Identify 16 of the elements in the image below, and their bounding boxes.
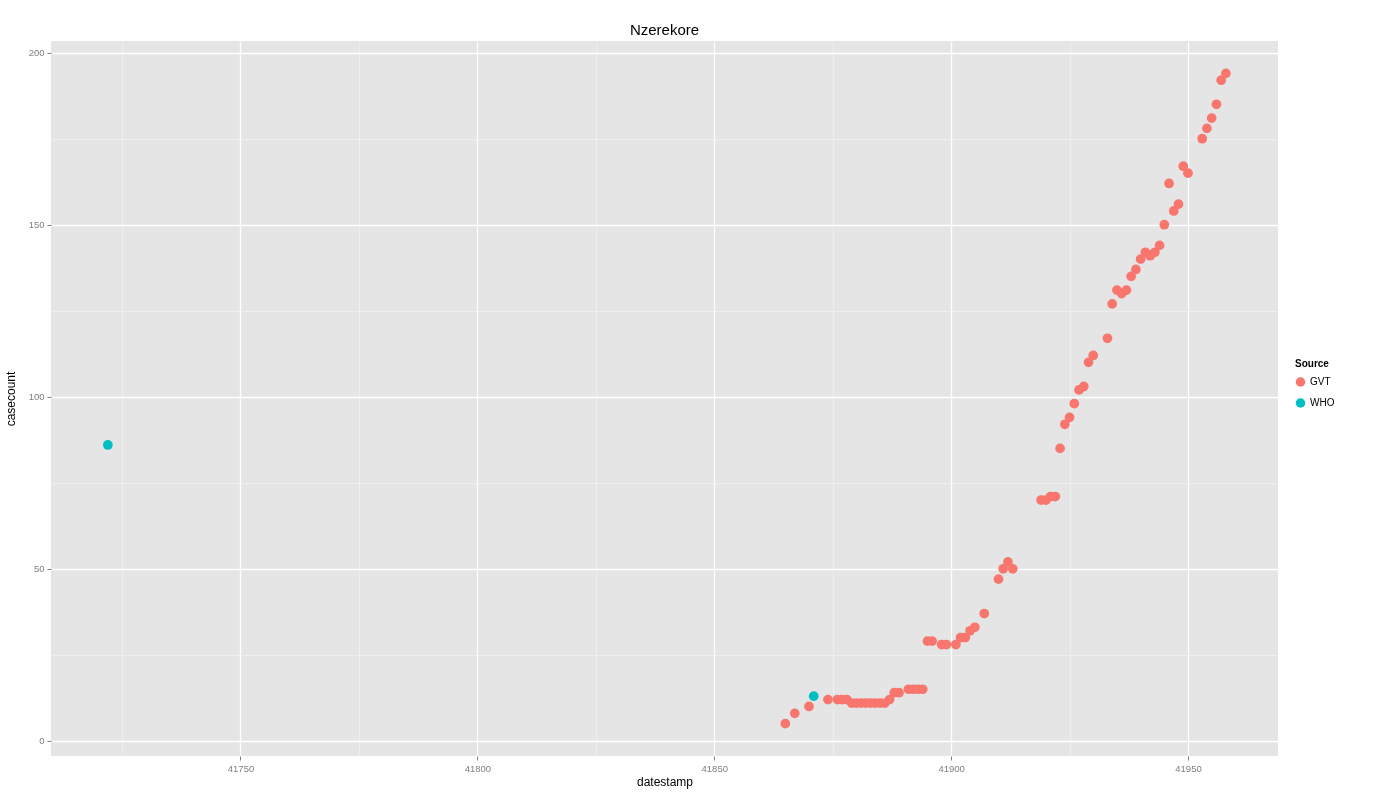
legend-title: Source	[1295, 357, 1330, 369]
x-tick-label: 41850	[701, 762, 728, 774]
legend-label: GVT	[1310, 376, 1331, 387]
y-tick-label: 0	[39, 735, 45, 747]
x-tick-label: 41800	[464, 762, 492, 774]
y-tick-label: 200	[28, 47, 45, 59]
y-tick-label: 100	[28, 391, 45, 403]
x-tick-label: 41950	[1175, 762, 1202, 774]
chart-title: Nzerekore	[629, 21, 700, 38]
x-tick-label: 41750	[227, 762, 255, 774]
y-tick-label: 150	[28, 219, 45, 231]
y-axis-title: casecount	[3, 370, 18, 427]
y-tick-label: 50	[33, 563, 45, 575]
x-axis-title: datestamp	[636, 775, 694, 789]
legend-label: WHO	[1310, 397, 1335, 408]
x-tick-label: 41900	[938, 762, 965, 774]
